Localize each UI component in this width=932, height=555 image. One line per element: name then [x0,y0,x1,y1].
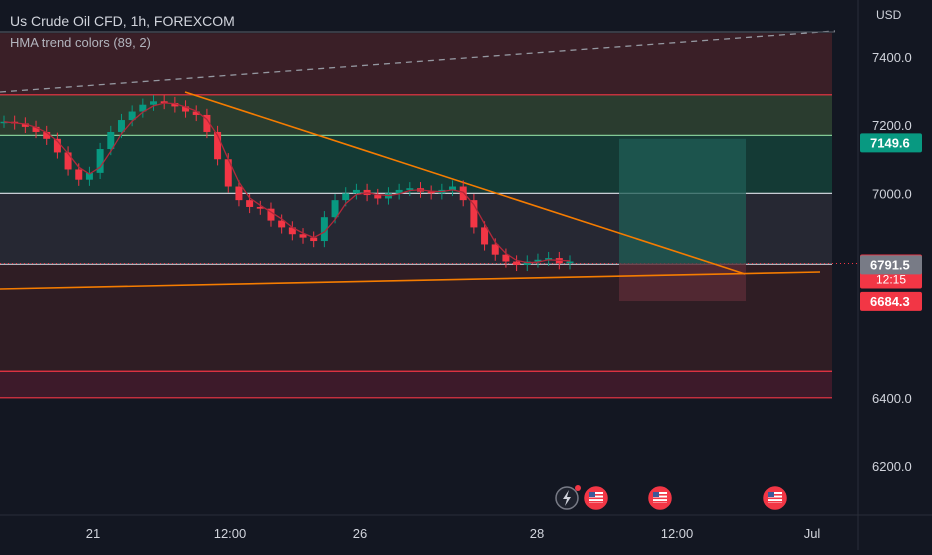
candle-body [491,244,499,255]
price-label-box[interactable] [860,255,922,275]
position-stop-zone[interactable] [619,263,746,302]
us-flag-icon[interactable] [763,486,787,510]
time-tick-label: 26 [353,526,367,541]
price-label-text: 6684.3 [870,294,910,309]
candle-body [352,189,360,194]
time-tick-label: 28 [530,526,544,541]
candle-body [502,254,510,262]
candle-body [449,186,457,190]
us-flag-icon[interactable] [648,486,672,510]
candle-body [139,104,147,112]
candle-body [235,186,243,201]
chart-legend: Us Crude Oil CFD, 1h, FOREXCOM HMA trend… [10,11,235,53]
candle-body [395,189,403,194]
candle-body [64,152,72,170]
candle-body [470,200,478,228]
candle-body [128,111,136,121]
price-label-box[interactable] [860,291,922,311]
dashed-trend-line[interactable] [0,30,836,93]
price-label-subtext: 12:15 [876,272,906,286]
candle-body [342,193,350,201]
price-tick-label: 7400.0 [872,50,912,65]
time-tick-label: 21 [86,526,100,541]
candle-body [459,186,467,201]
candle-body [534,259,542,262]
candle-body [288,227,296,235]
candle-body [545,258,553,260]
price-label-box[interactable] [860,133,922,153]
price-tick-label: 6400.0 [872,391,912,406]
candle-body [267,208,275,221]
candle-body [160,101,168,104]
candle-body [117,120,125,132]
time-tick-label: 12:00 [214,526,247,541]
candle-body [32,126,40,132]
candle-body [150,101,158,105]
indicator-title[interactable]: HMA trend colors (89, 2) [10,35,151,50]
candle-body [374,195,382,199]
price-zone [0,371,832,398]
candle-body [513,261,521,265]
price-label-text: 6791.5 [870,257,910,272]
candle-body [192,111,200,115]
us-flag-icon[interactable] [584,486,608,510]
candle-body [278,220,286,228]
candle-body [406,188,414,190]
candle-body [21,123,29,127]
candle-body [53,138,61,153]
candle-body [320,217,328,242]
candle-body [85,172,93,180]
ascending-trend-line[interactable] [0,271,821,290]
price-tick-label: 7200.0 [872,118,912,133]
price-label-text: 7149.6 [870,135,910,150]
position-target-zone[interactable] [619,138,746,264]
candle-body [310,237,318,242]
candle-body [224,159,232,187]
candle-body [43,131,51,139]
candle-body [331,200,339,218]
flash-icon[interactable] [555,486,579,510]
price-zone [0,33,832,95]
candle-body [566,261,574,264]
candle-body [481,227,489,245]
candle-body [246,200,254,207]
alert-dot [575,485,581,491]
candle-body [75,169,83,180]
candle-body [171,103,179,107]
hma-line[interactable] [3,102,571,264]
currency-label[interactable]: USD [876,8,902,22]
candle-body [299,234,307,238]
candle-body [256,206,264,209]
candle-body [0,121,8,124]
descending-trend-line[interactable] [184,91,746,275]
time-tick-label: Jul [804,526,821,541]
candle-body [107,131,115,150]
candle-body [182,106,190,112]
price-tick-label: 7000.0 [872,186,912,201]
candle-body [96,149,104,173]
candle-body [427,191,435,194]
time-tick-label: 12:00 [661,526,694,541]
candle-body [203,114,211,132]
price-tick-label: 6200.0 [872,459,912,474]
symbol-title[interactable]: Us Crude Oil CFD, 1h, FOREXCOM [10,13,235,29]
candle-body [214,131,222,160]
